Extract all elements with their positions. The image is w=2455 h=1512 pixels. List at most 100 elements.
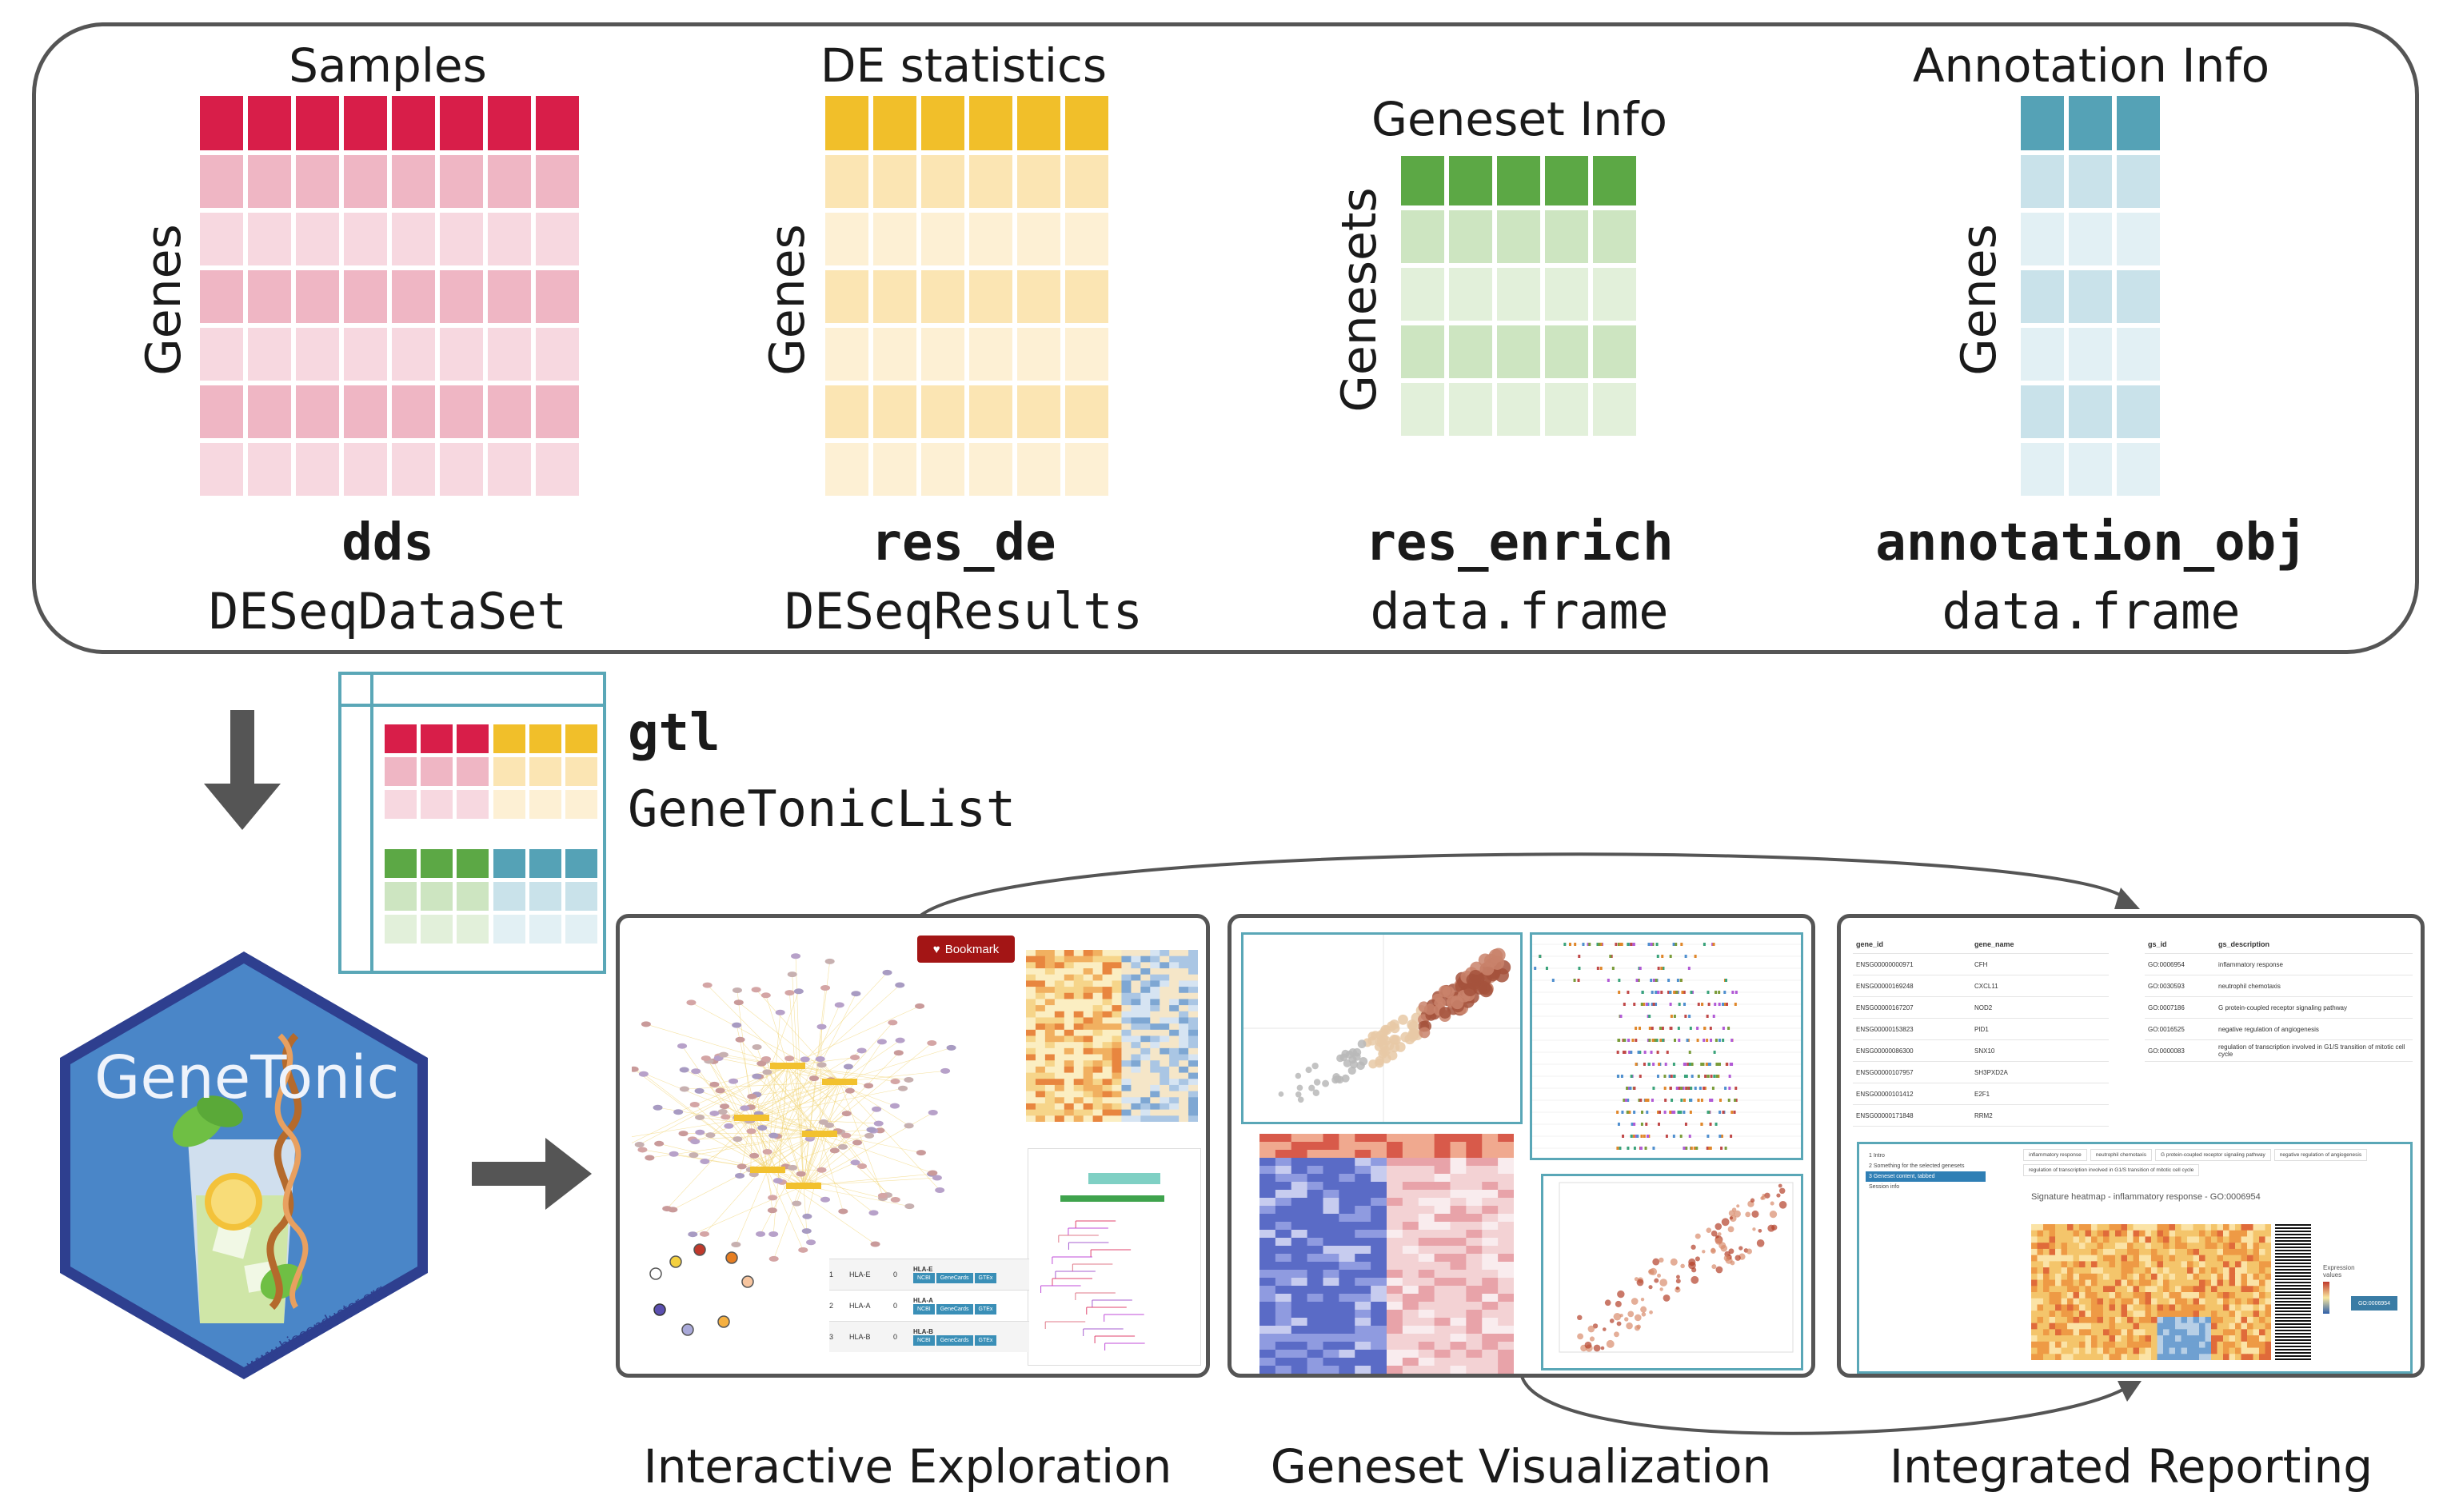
- column-header[interactable]: gene_id: [1856, 940, 1884, 948]
- heatmap-cell: [2067, 1304, 2074, 1311]
- heatmap-cell: [1035, 1072, 1046, 1079]
- matrix-cell: [1401, 383, 1444, 436]
- heatmap-cell: [1498, 1326, 1514, 1334]
- heatmap-cell: [2265, 1273, 2272, 1281]
- column-header[interactable]: gene_name: [1974, 940, 2014, 948]
- heatmap-cell: [1092, 1066, 1104, 1074]
- network-edge: [643, 1073, 768, 1171]
- external-link-button[interactable]: GeneCards: [936, 1335, 973, 1346]
- heatmap-cell: [1179, 1103, 1189, 1111]
- heatmap-cell: [2133, 1248, 2140, 1256]
- heatmap-cell: [2229, 1329, 2236, 1336]
- toc-item[interactable]: 2 Something for the selected genesets: [1869, 1163, 1965, 1169]
- heatmap-cell: [2205, 1292, 2212, 1299]
- external-link-button[interactable]: GTEx: [974, 1273, 997, 1283]
- heatmap-cell: [1466, 1286, 1483, 1295]
- heatmap-cell: [2217, 1224, 2224, 1231]
- heatmap-cell: [1131, 1035, 1141, 1043]
- heatmap-cell: [2175, 1243, 2182, 1250]
- heatmap-cell: [2085, 1286, 2092, 1293]
- column-header[interactable]: gs_description: [2218, 940, 2270, 948]
- gene-count: 0: [893, 1333, 898, 1341]
- toc-item[interactable]: 1 Intro: [1869, 1153, 1885, 1159]
- dot-mark: [1712, 1015, 1715, 1018]
- heatmap-cell: [2217, 1335, 2224, 1342]
- mds-point: [1746, 1248, 1752, 1255]
- mds-point: [1738, 1246, 1743, 1251]
- network-node: [784, 990, 795, 996]
- matrix-cell: [921, 328, 964, 381]
- res-de-matrix-icon: [825, 96, 1108, 496]
- dot-mark: [1712, 943, 1715, 946]
- toc-item[interactable]: Session info: [1869, 1184, 1900, 1190]
- heatmap-cell: [2145, 1236, 2152, 1243]
- column-header[interactable]: gs_id: [2148, 940, 2167, 948]
- network-edge: [772, 1065, 788, 1136]
- heatmap-cell: [2211, 1286, 2217, 1293]
- right-arrow-icon: [472, 1138, 592, 1210]
- heatmap-cell: [1035, 1035, 1046, 1043]
- heatmap-cell: [2067, 1354, 2074, 1361]
- network-node: [717, 1108, 728, 1115]
- heatmap-cell: [1323, 1326, 1339, 1334]
- report-tab[interactable]: negative regulation of angiogenesis: [2273, 1149, 2368, 1161]
- heatmap-cell: [2235, 1298, 2241, 1305]
- bookmark-button[interactable]: ♥ Bookmark: [917, 936, 1015, 963]
- external-link-button[interactable]: GTEx: [974, 1335, 997, 1346]
- network-node: [844, 1087, 855, 1094]
- heatmap-cell: [1160, 1042, 1170, 1049]
- heatmap-cell: [1169, 1091, 1180, 1098]
- heatmap-cell: [1054, 1017, 1065, 1024]
- heatmap-cell: [2247, 1354, 2253, 1361]
- report-tab[interactable]: neutrophil chemotaxis: [2090, 1149, 2152, 1161]
- network-node: [852, 1139, 863, 1146]
- heatmap-cell: [1073, 987, 1084, 994]
- network-node: [701, 1055, 711, 1062]
- dot-mark: [1644, 1099, 1647, 1102]
- heatmap-cell: [1275, 1366, 1292, 1374]
- report-tab[interactable]: inflammatory response: [2023, 1149, 2087, 1161]
- toc-item[interactable]: 3 Geneset content, tabbed: [1866, 1171, 1986, 1182]
- matrix-cell: [200, 155, 243, 208]
- heatmap-cell: [1054, 1066, 1065, 1074]
- external-link-button[interactable]: GTEx: [974, 1304, 997, 1315]
- heatmap-cell: [2217, 1329, 2224, 1336]
- matrix-cell: [344, 443, 387, 496]
- external-link-button[interactable]: NCBI: [913, 1304, 935, 1315]
- matrix-cell: [2069, 385, 2112, 438]
- gene-count: 0: [893, 1271, 898, 1279]
- heatmap-cell: [2181, 1292, 2188, 1299]
- heatmap-cell: [2079, 1304, 2086, 1311]
- dot-mark: [1645, 1003, 1648, 1006]
- report-tab[interactable]: G protein-coupled receptor signaling pat…: [2154, 1149, 2271, 1161]
- go-button[interactable]: GO:0006954: [2351, 1296, 2397, 1311]
- external-link-button[interactable]: NCBI: [913, 1335, 935, 1346]
- mds-point: [1736, 1204, 1740, 1208]
- heatmap-cell: [2253, 1354, 2260, 1361]
- heatmap-cell: [2079, 1335, 2086, 1342]
- heatmap-cell: [2031, 1236, 2038, 1243]
- heatmap-cell: [2253, 1286, 2260, 1293]
- external-link-button[interactable]: NCBI: [913, 1273, 935, 1283]
- heatmap-cell: [1482, 1174, 1499, 1183]
- heatmap-cell: [1434, 1342, 1451, 1350]
- external-link-button[interactable]: GeneCards: [936, 1273, 973, 1283]
- heatmap-cell: [1054, 1011, 1065, 1018]
- heatmap-cell: [2043, 1347, 2050, 1354]
- matrix-cell: [969, 270, 1012, 323]
- heatmap-cell: [2217, 1323, 2224, 1330]
- heatmap-cell: [1259, 1214, 1276, 1223]
- heatmap-cell: [2175, 1298, 2182, 1305]
- heatmap-cell: [1434, 1206, 1451, 1215]
- heatmap-cell: [1160, 987, 1170, 994]
- heatmap-cell: [2229, 1335, 2236, 1342]
- dot-mark: [1652, 1003, 1655, 1006]
- dot-mark: [1631, 1123, 1634, 1126]
- heatmap-cell: [2103, 1261, 2110, 1268]
- report-tab[interactable]: regulation of transcription involved in …: [2023, 1164, 2200, 1176]
- external-link-button[interactable]: GeneCards: [936, 1304, 973, 1315]
- heatmap-cell: [2133, 1261, 2140, 1268]
- network-node: [820, 985, 831, 991]
- heatmap-cell: [1121, 955, 1132, 963]
- matrix-cell: [457, 882, 489, 911]
